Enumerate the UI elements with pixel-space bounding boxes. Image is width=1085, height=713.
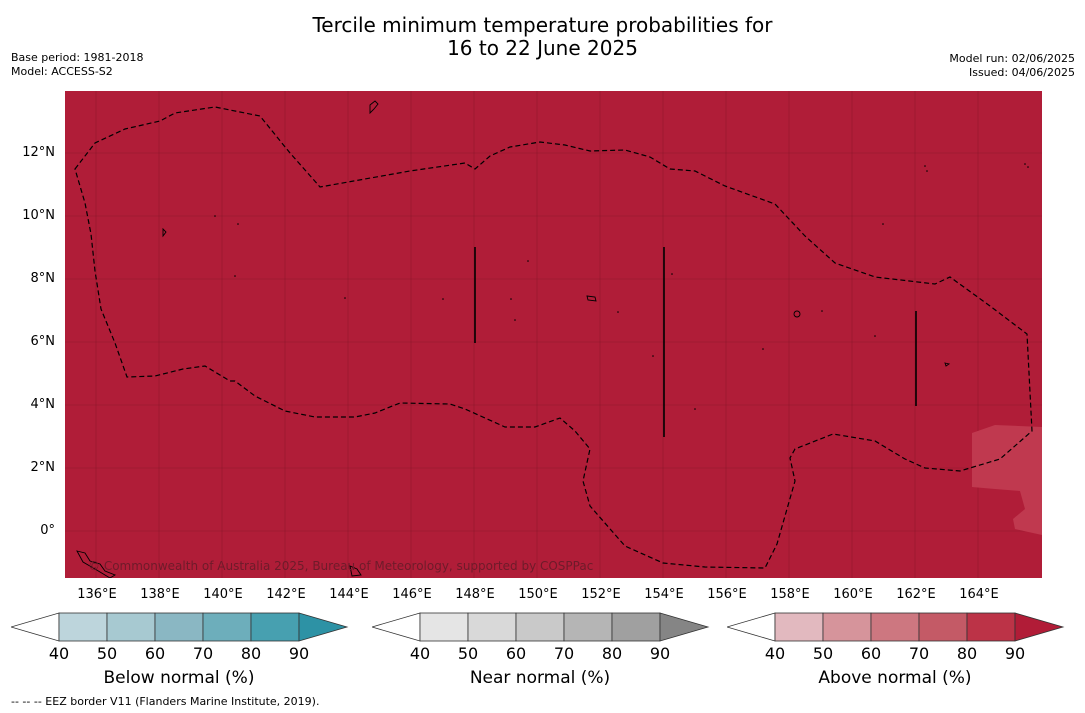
map-panel[interactable] [65, 91, 1042, 578]
legend-below-swatch-40 [58, 612, 108, 642]
legend-below-tick-80: 80 [240, 644, 262, 663]
lon-label-156e: 156°E [707, 587, 747, 602]
legend-near-tick-80: 80 [601, 644, 623, 663]
lat-label-6n: 6°N [30, 334, 56, 349]
legend-near-swatch-80 [611, 612, 661, 642]
copyright-credit: © Commonwealth of Australia 2025, Bureau… [88, 559, 594, 573]
map-title: Tercile minimum temperature probabilitie… [0, 14, 1085, 60]
legend-below-tick-60: 60 [144, 644, 166, 663]
lon-label-164e: 164°E [959, 587, 999, 602]
legend-below-tick-50: 50 [96, 644, 118, 663]
base-period-text: Base period: 1981-2018 [11, 51, 144, 64]
lat-label-4n: 4°N [30, 397, 56, 412]
legend-near-normal [372, 610, 710, 644]
lon-label-146e: 146°E [392, 587, 432, 602]
legend-near-swatch-60 [515, 612, 565, 642]
legend-above-tick-70: 70 [908, 644, 930, 663]
lon-label-154e: 154°E [644, 587, 684, 602]
legend-near-swatch-90 [659, 612, 710, 642]
lat-label-12n: 12°N [22, 145, 55, 160]
lon-label-162e: 162°E [896, 587, 936, 602]
lon-label-148e: 148°E [455, 587, 495, 602]
lon-label-142e: 142°E [266, 587, 306, 602]
legend-near-title: Near normal (%) [469, 668, 611, 688]
lat-label-8n: 8°N [30, 271, 56, 286]
model-info: Base period: 1981-2018 Model: ACCESS-S2 [11, 51, 143, 79]
legend-below-tick-70: 70 [192, 644, 214, 663]
legend-above-swatch-70 [918, 612, 968, 642]
lon-label-158e: 158°E [770, 587, 810, 602]
legend-above-tick-80: 80 [956, 644, 978, 663]
lat-label-10n: 10°N [22, 208, 55, 223]
legend-near-swatch-40 [419, 612, 469, 642]
lon-label-144e: 144°E [329, 587, 369, 602]
legend-near-tick-60: 60 [505, 644, 527, 663]
legend-above-tick-90: 90 [1004, 644, 1026, 663]
legend-near-swatch-70 [563, 612, 613, 642]
lon-label-140e: 140°E [203, 587, 243, 602]
lat-label-2n: 2°N [30, 460, 56, 475]
title-line-2: 16 to 22 June 2025 [447, 36, 638, 60]
graticule [65, 91, 1042, 578]
legend-below-swatch-80 [250, 612, 300, 642]
lat-label-0: 0° [40, 523, 55, 538]
legend-below-swatch-60 [154, 612, 204, 642]
legend-near-tick-70: 70 [553, 644, 575, 663]
legend-above-tick-50: 50 [812, 644, 834, 663]
island-outlines [76, 100, 951, 578]
legend-above-swatch-90 [1014, 612, 1065, 642]
legend-below-normal [11, 610, 349, 644]
boundary-lines [474, 247, 917, 437]
lon-label-150e: 150°E [518, 587, 558, 602]
lon-label-160e: 160°E [833, 587, 873, 602]
legend-above-swatch-40 [774, 612, 824, 642]
model-text: Model: ACCESS-S2 [11, 65, 113, 78]
legend-above-tick-60: 60 [860, 644, 882, 663]
lower-probability-patch [972, 425, 1042, 535]
legend-near-swatch-50 [467, 612, 517, 642]
eez-border [74, 106, 1033, 569]
lon-label-152e: 152°E [581, 587, 621, 602]
title-line-1: Tercile minimum temperature probabilitie… [312, 13, 773, 37]
lon-label-138e: 138°E [140, 587, 180, 602]
legend-below-title: Below normal (%) [103, 668, 255, 688]
legend-near-tick-50: 50 [457, 644, 479, 663]
run-info: Model run: 02/06/2025 Issued: 04/06/2025 [949, 52, 1075, 80]
legend-above-swatch-60 [870, 612, 920, 642]
lon-label-136e: 136°E [77, 587, 117, 602]
legend-above-swatch-50 [822, 612, 872, 642]
legend-near-tick-40: 40 [409, 644, 431, 663]
legend-below-tick-40: 40 [48, 644, 70, 663]
legend-near-tick-90: 90 [649, 644, 671, 663]
issued-text: Issued: 04/06/2025 [968, 66, 1075, 79]
legend-above-swatch-80 [966, 612, 1016, 642]
legend-above-title: Above normal (%) [818, 668, 972, 688]
legend-below-swatch-70 [202, 612, 252, 642]
legend-below-tick-90: 90 [288, 644, 310, 663]
map-canvas [65, 91, 1042, 578]
legend-above-tick-40: 40 [764, 644, 786, 663]
legend-below-swatch-90 [298, 612, 349, 642]
island-dots [214, 163, 1029, 410]
eez-footnote: -- -- -- EEZ border V11 (Flanders Marine… [11, 695, 320, 708]
model-run-text: Model run: 02/06/2025 [949, 52, 1075, 65]
legend-below-swatch-50 [106, 612, 156, 642]
legend-above-normal [727, 610, 1065, 644]
